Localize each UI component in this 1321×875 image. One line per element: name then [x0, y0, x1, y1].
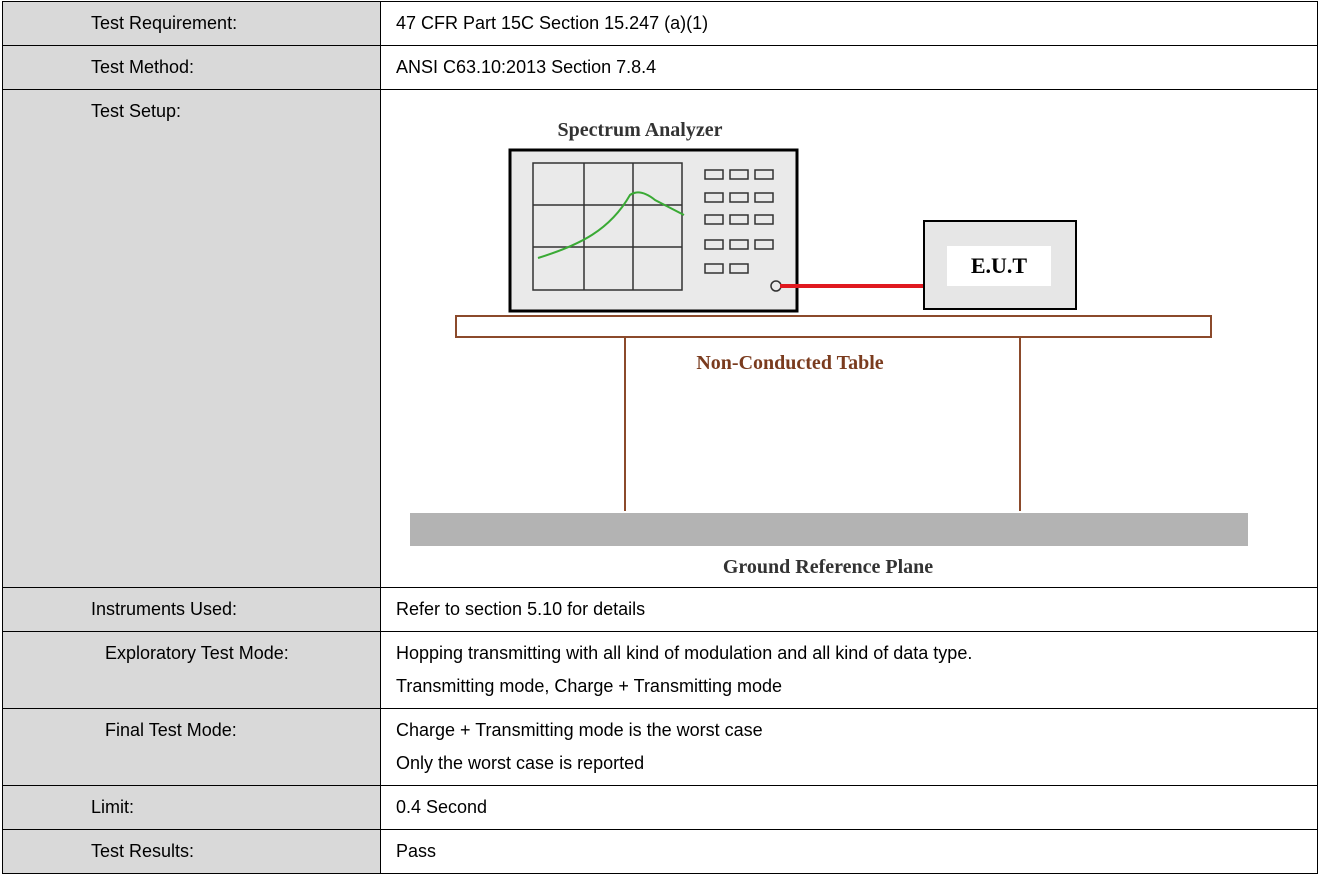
value-line: Hopping transmitting with all kind of mo… [396, 643, 973, 663]
table-row: Test Method: ANSI C63.10:2013 Section 7.8… [2, 45, 1318, 90]
value-line: Transmitting mode, Charge + Transmitting… [396, 676, 782, 696]
row-value: ANSI C63.10:2013 Section 7.8.4 [380, 45, 1318, 90]
table-row: Exploratory Test Mode: Hopping transmitti… [2, 631, 1318, 709]
row-value [380, 89, 1318, 588]
value-line: 0.4 Second [396, 797, 488, 817]
table-row: Test Results: Pass [2, 829, 1318, 874]
row-value: Refer to section 5.10 for details [380, 587, 1318, 632]
row-value: Hopping transmitting with all kind of mo… [380, 631, 1318, 709]
row-label: Test Method: [2, 45, 381, 90]
row-value: 0.4 Second [380, 785, 1318, 830]
table-row: Final Test Mode: Charge + Transmitting mo… [2, 708, 1318, 786]
table-row: Test Setup: [2, 89, 1318, 588]
value-line: Charge + Transmitting mode is the worst … [396, 720, 763, 740]
row-value: Pass [380, 829, 1318, 874]
row-label: Instruments Used: [2, 587, 381, 632]
value-line: Refer to section 5.10 for details [396, 599, 646, 619]
row-label: Limit: [2, 785, 381, 830]
row-label: Test Requirement: [2, 1, 381, 46]
row-label: Test Results: [2, 829, 381, 874]
table-row: Instruments Used: Refer to section 5.10 f… [2, 587, 1318, 632]
table-row: Test Requirement: 47 CFR Part 15C Section… [2, 1, 1318, 46]
value-line: Pass [396, 841, 437, 861]
row-label: Test Setup: [2, 89, 381, 588]
row-value: Charge + Transmitting mode is the worst … [380, 708, 1318, 786]
row-label: Final Test Mode: [2, 708, 381, 786]
value-line: ANSI C63.10:2013 Section 7.8.4 [396, 57, 657, 77]
value-line: 47 CFR Part 15C Section 15.247 (a)(1) [396, 13, 709, 33]
value-line: Only the worst case is reported [396, 753, 645, 773]
row-value: 47 CFR Part 15C Section 15.247 (a)(1) [380, 1, 1318, 46]
table-row: Limit: 0.4 Second [2, 785, 1318, 830]
row-label: Exploratory Test Mode: [2, 631, 381, 709]
